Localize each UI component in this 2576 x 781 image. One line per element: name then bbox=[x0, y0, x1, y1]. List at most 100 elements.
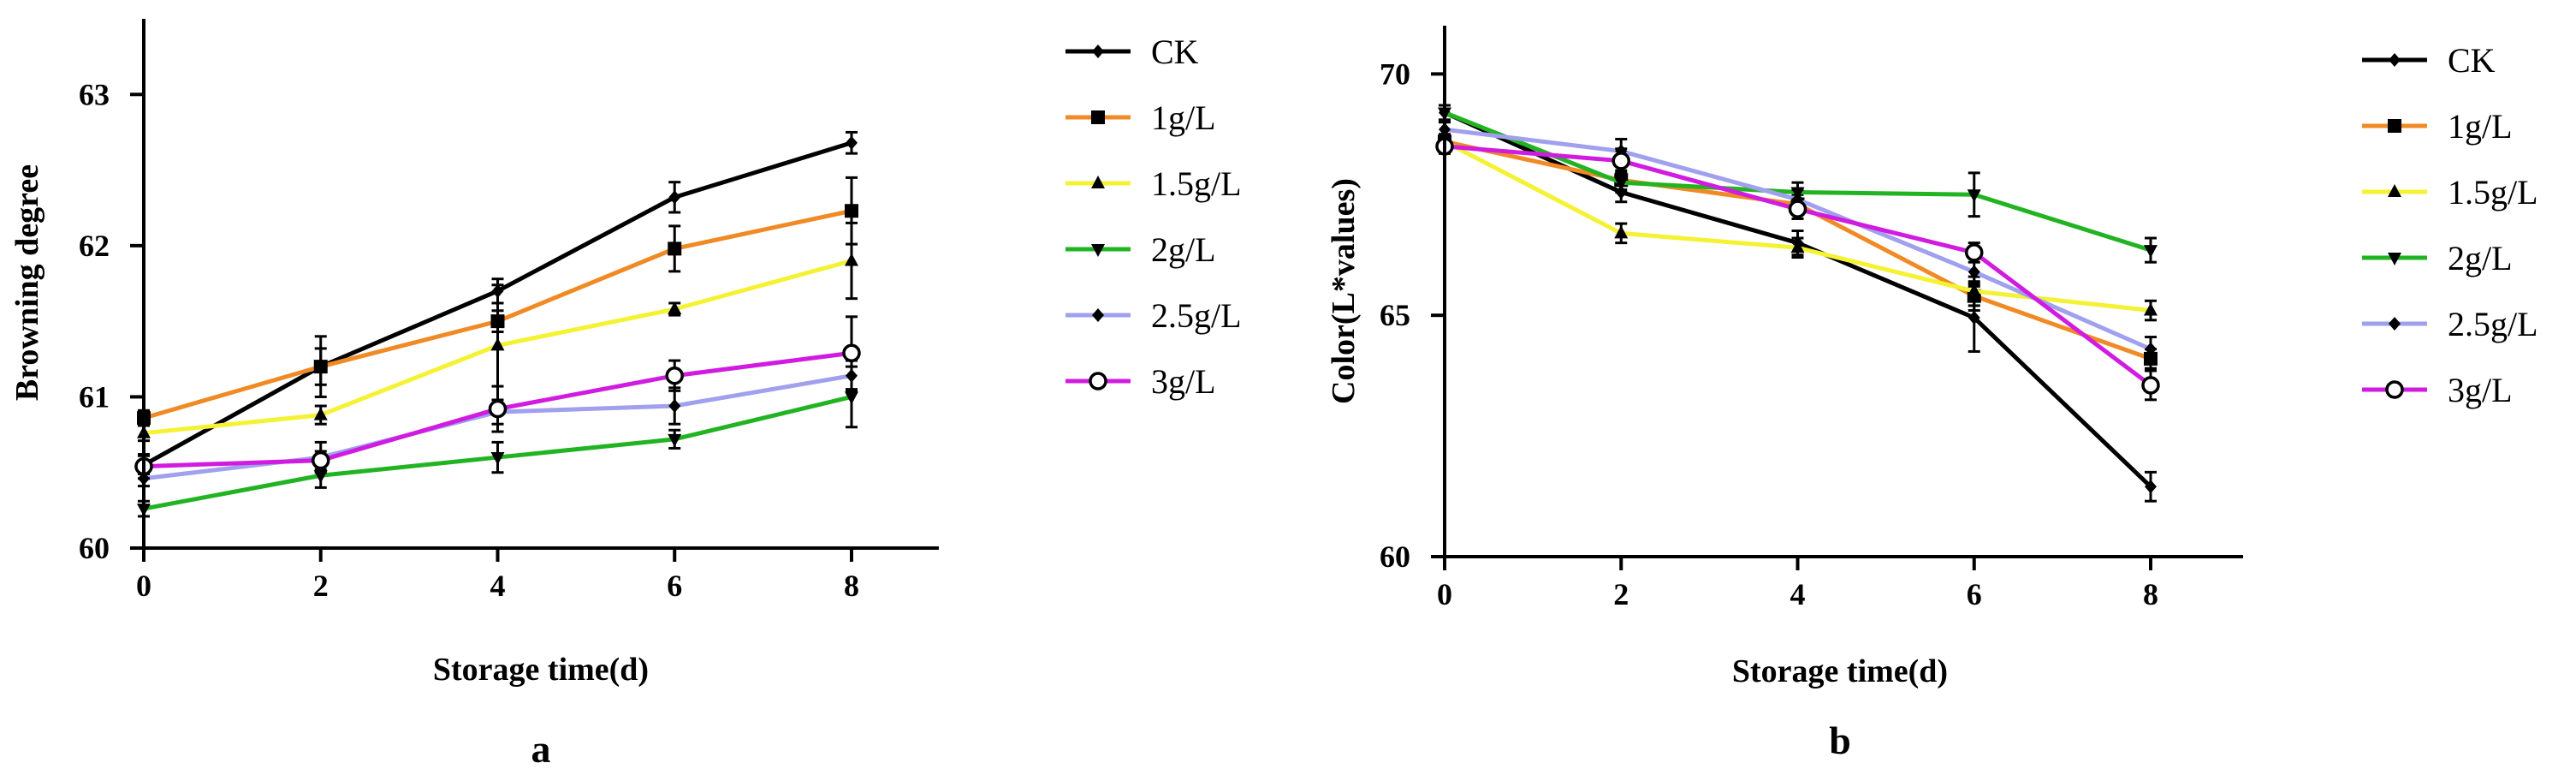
y-tick-label: 63 bbox=[79, 77, 110, 111]
legend-item-1g/L: 1g/L bbox=[2362, 107, 2513, 146]
legend-item-1.5g/L: 1.5g/L bbox=[2362, 173, 2538, 212]
ticks-b: 0 2 4 6 8 60 65 70 bbox=[1380, 57, 2158, 611]
legend-label: 1g/L bbox=[2448, 107, 2513, 146]
x-tick-label: 4 bbox=[1790, 577, 1806, 611]
data-point bbox=[1965, 243, 1984, 262]
data-point bbox=[845, 253, 858, 266]
data-point bbox=[313, 360, 328, 374]
y-tick-label: 60 bbox=[1380, 540, 1410, 574]
legend-marker bbox=[2389, 317, 2401, 331]
data-point bbox=[668, 241, 682, 256]
x-axis-title-b: Storage time(d) bbox=[1732, 653, 1948, 689]
legend-marker bbox=[1092, 308, 1104, 322]
y-tick-label: 62 bbox=[79, 229, 110, 263]
legend-marker bbox=[2385, 380, 2404, 399]
panel-label-a: a bbox=[531, 727, 551, 771]
legend-label: 2.5g/L bbox=[1151, 296, 1242, 335]
y-tick-label: 70 bbox=[1380, 57, 1410, 91]
legend-item-1.5g/L: 1.5g/L bbox=[1065, 164, 1242, 203]
legend-label: 1.5g/L bbox=[1151, 164, 1242, 203]
x-tick-label: 6 bbox=[667, 569, 682, 603]
data-point bbox=[665, 366, 684, 385]
y-axis-title-a: Browning degree bbox=[9, 164, 45, 401]
series-layer-b bbox=[1435, 104, 2160, 503]
x-tick-label: 2 bbox=[1613, 577, 1629, 611]
data-point bbox=[1790, 240, 1805, 253]
data-point bbox=[2144, 245, 2158, 259]
data-point bbox=[1968, 265, 1980, 279]
data-point bbox=[842, 343, 861, 362]
data-point bbox=[668, 301, 682, 315]
legend-b: CK 1g/L 1.5g/L 2g/L 2.5g/L 3g/L bbox=[2362, 41, 2538, 409]
legend-item-3g/L: 3g/L bbox=[2362, 371, 2513, 409]
legend-item-2g/L: 2g/L bbox=[1065, 230, 1216, 269]
data-point bbox=[1968, 311, 1980, 325]
legend-label: 2.5g/L bbox=[2448, 305, 2538, 343]
data-point bbox=[488, 399, 507, 419]
legend-a: CK 1g/L 1.5g/L 2g/L 2.5g/L 3g/L bbox=[1065, 33, 1242, 401]
data-point bbox=[846, 135, 858, 150]
x-tick-label: 0 bbox=[136, 569, 151, 603]
data-point bbox=[1967, 283, 1981, 296]
series-3g/L bbox=[1435, 137, 2160, 402]
y-tick-label: 65 bbox=[1380, 298, 1410, 332]
legend-item-3g/L: 3g/L bbox=[1065, 362, 1216, 401]
data-point bbox=[845, 204, 858, 218]
data-point bbox=[1611, 152, 1630, 170]
legend-label: 2g/L bbox=[2448, 239, 2513, 277]
legend-label: 1g/L bbox=[1151, 98, 1216, 137]
data-point bbox=[1967, 189, 1981, 203]
x-axis-title-a: Storage time(d) bbox=[433, 652, 649, 688]
legend-label: CK bbox=[1151, 33, 1199, 71]
legend-item-CK: CK bbox=[2362, 41, 2496, 80]
x-tick-label: 4 bbox=[490, 569, 506, 603]
legend-marker bbox=[2389, 53, 2401, 67]
legend-marker bbox=[2388, 119, 2401, 133]
legend-marker bbox=[1092, 45, 1104, 58]
data-point bbox=[1614, 225, 1629, 239]
x-tick-label: 8 bbox=[844, 569, 859, 603]
legend-marker bbox=[1091, 244, 1105, 257]
legend-marker bbox=[1089, 372, 1107, 390]
x-tick-label: 8 bbox=[2143, 577, 2158, 611]
y-tick-label: 61 bbox=[79, 379, 110, 414]
data-point bbox=[668, 190, 681, 205]
ticks-a: 0 2 4 6 8 60 61 62 63 bbox=[79, 77, 859, 603]
data-point bbox=[2141, 376, 2160, 395]
legend-item-2.5g/L: 2.5g/L bbox=[2362, 305, 2538, 343]
legend-label: 3g/L bbox=[2448, 371, 2513, 409]
data-point bbox=[313, 407, 328, 420]
x-tick-label: 6 bbox=[1967, 577, 1982, 611]
chart-panel-b: 0 2 4 6 8 60 65 70 Storage time(d) Color(L*valu… bbox=[1326, 26, 2538, 762]
data-point bbox=[1788, 200, 1807, 218]
legend-marker bbox=[1091, 110, 1105, 124]
data-point bbox=[2144, 302, 2158, 316]
legend-label: 2g/L bbox=[1151, 230, 1216, 269]
data-point bbox=[490, 337, 505, 351]
data-point bbox=[2145, 480, 2157, 494]
data-point bbox=[668, 399, 681, 414]
data-point bbox=[845, 391, 858, 405]
chart-panel-a: 0 2 4 6 8 60 61 62 63 Storage time(d) Browning d… bbox=[9, 19, 1242, 771]
panel-label-b: b bbox=[1829, 718, 1851, 762]
x-tick-label: 2 bbox=[313, 569, 329, 603]
x-tick-label: 0 bbox=[1437, 577, 1452, 611]
data-point bbox=[1614, 177, 1629, 191]
legend-marker bbox=[2388, 253, 2401, 265]
legend-item-1g/L: 1g/L bbox=[1065, 98, 1216, 137]
data-point bbox=[668, 433, 682, 447]
legend-item-2g/L: 2g/L bbox=[2362, 239, 2513, 277]
data-point bbox=[312, 450, 330, 470]
legend-marker bbox=[1091, 176, 1105, 188]
legend-label: 3g/L bbox=[1151, 362, 1216, 401]
legend-label: 1.5g/L bbox=[2448, 173, 2538, 212]
y-tick-label: 60 bbox=[79, 531, 110, 565]
legend-label: CK bbox=[2448, 41, 2496, 80]
y-axis-title-b: Color(L*values) bbox=[1326, 178, 1362, 404]
legend-item-2.5g/L: 2.5g/L bbox=[1065, 296, 1242, 335]
data-point bbox=[2145, 342, 2157, 356]
data-point bbox=[490, 452, 505, 466]
legend-marker bbox=[2388, 184, 2401, 197]
legend-item-CK: CK bbox=[1065, 33, 1199, 71]
